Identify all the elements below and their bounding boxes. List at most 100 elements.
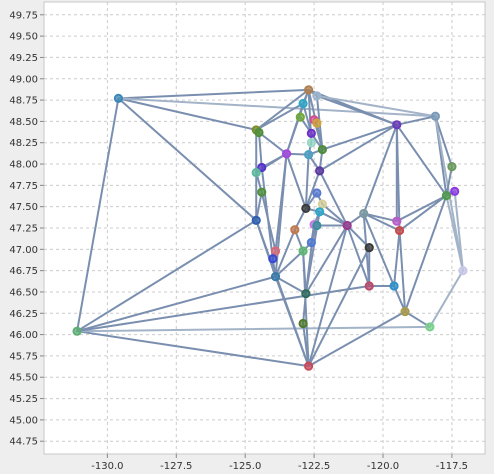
triangulation-edge bbox=[318, 210, 349, 227]
triangulation-edge bbox=[255, 219, 310, 368]
data-points bbox=[72, 85, 468, 371]
triangulation-edge bbox=[404, 194, 448, 313]
triangulation-edge bbox=[398, 229, 407, 313]
triangulation-edge bbox=[304, 153, 310, 210]
triangulation-edge bbox=[445, 165, 453, 197]
scatter-point bbox=[301, 289, 311, 299]
scatter-point bbox=[304, 85, 314, 95]
triangulation-edge bbox=[304, 223, 316, 295]
y-tick-label: 49.25 bbox=[9, 53, 38, 64]
scatter-point bbox=[268, 254, 278, 264]
scatter-point bbox=[281, 149, 292, 159]
y-tick-label: 44.75 bbox=[9, 437, 38, 448]
scatter-point bbox=[317, 144, 327, 155]
triangulation-edge bbox=[321, 203, 349, 227]
triangulation-edge bbox=[304, 224, 349, 295]
scatter-point bbox=[290, 225, 300, 235]
triangulation-edge bbox=[315, 94, 437, 118]
x-tick-label: -122.5 bbox=[298, 461, 330, 472]
triangulation-edge bbox=[318, 169, 349, 227]
y-tick-label: 47.50 bbox=[9, 202, 38, 213]
triangulation-edge bbox=[117, 97, 437, 118]
scatter-point bbox=[312, 118, 322, 128]
scatter-point bbox=[425, 322, 435, 332]
scatter-point bbox=[312, 188, 322, 198]
x-tick-label: -127.5 bbox=[160, 461, 192, 472]
y-axis-tick-labels: 49.75 49.50 49.25 49.00 48.75 48.50 48.25 48.00… bbox=[9, 10, 38, 447]
triangulation-edge bbox=[285, 152, 307, 210]
triangulation-edge bbox=[362, 212, 396, 287]
scatter-point bbox=[298, 246, 308, 256]
scatter-point bbox=[298, 318, 308, 329]
triangulation-edge bbox=[117, 97, 258, 131]
scatter-point bbox=[257, 162, 267, 173]
y-tick-label: 46.00 bbox=[9, 330, 38, 341]
x-tick-label: -125.0 bbox=[229, 461, 261, 472]
triangulation-edge bbox=[117, 97, 258, 222]
triangulation-edge bbox=[321, 123, 398, 151]
triangulation-edge bbox=[260, 166, 274, 260]
triangulation-edge bbox=[346, 224, 371, 287]
scatter-point bbox=[342, 220, 352, 231]
triangulation-edge bbox=[255, 191, 263, 222]
triangulation-edge bbox=[404, 310, 431, 328]
y-tick-label: 48.75 bbox=[9, 96, 38, 107]
scatter-point bbox=[447, 161, 457, 172]
scatter-point bbox=[270, 272, 281, 282]
scatter-point bbox=[364, 281, 374, 291]
triangulation-edge bbox=[362, 212, 401, 232]
x-axis-tick-labels: -130.0 -127.5 -125.0 -122.5 -120.0 -117.5 bbox=[91, 461, 468, 472]
scatter-point bbox=[312, 220, 322, 231]
triangulation-edge bbox=[395, 123, 401, 232]
y-tick-label: 46.50 bbox=[9, 287, 38, 298]
triangulation-edge bbox=[434, 115, 453, 168]
y-tick-label: 45.75 bbox=[9, 351, 38, 362]
scatter-point bbox=[389, 281, 399, 291]
triangulation-edge bbox=[304, 169, 321, 210]
scatter-point bbox=[392, 216, 402, 226]
scatter-point bbox=[315, 207, 325, 217]
y-tick-label: 49.00 bbox=[9, 74, 38, 85]
scatter-point bbox=[312, 91, 322, 101]
scatter-point bbox=[450, 186, 460, 196]
scatter-point bbox=[251, 167, 261, 178]
scatter-point bbox=[270, 246, 281, 256]
triangulation-edge bbox=[76, 330, 310, 368]
scatter-point bbox=[392, 120, 402, 130]
y-tick-label: 49.50 bbox=[9, 32, 38, 43]
scatter-point bbox=[317, 199, 327, 209]
triangulation-edge bbox=[255, 88, 310, 131]
x-tick-label: -117.5 bbox=[436, 461, 468, 472]
triangulation-edge bbox=[398, 194, 448, 232]
triangulation-edge bbox=[76, 284, 371, 333]
triangulation-edge bbox=[274, 228, 296, 278]
scatter-point bbox=[306, 237, 316, 248]
triangulation-edge bbox=[395, 194, 448, 223]
triangulation-edge bbox=[285, 102, 305, 155]
y-tick-label: 48.50 bbox=[9, 117, 38, 128]
scatter-point bbox=[306, 138, 316, 148]
triangulation-edge bbox=[307, 246, 371, 368]
triangulation-edge bbox=[315, 94, 398, 126]
y-tick-label: 47.75 bbox=[9, 181, 38, 192]
triangulation-edge bbox=[428, 269, 464, 328]
triangulation-edge bbox=[76, 219, 258, 333]
triangulation-edge bbox=[362, 123, 398, 215]
triangulation-edge bbox=[393, 284, 407, 313]
scatter-point bbox=[254, 127, 264, 138]
scatter-point bbox=[301, 203, 311, 213]
triangulation-edge bbox=[318, 123, 398, 172]
y-tick-label: 48.25 bbox=[9, 138, 38, 149]
triangulation-edge bbox=[307, 224, 349, 368]
triangulation-edge bbox=[274, 275, 307, 295]
triangulation-edge bbox=[362, 212, 398, 223]
triangulation-edge bbox=[445, 194, 464, 272]
scatter-point bbox=[113, 93, 124, 103]
scatter-point bbox=[304, 150, 314, 160]
triangulation-edge bbox=[257, 131, 288, 155]
scatter-point bbox=[72, 326, 82, 336]
scatter-point bbox=[306, 128, 316, 138]
triangulation-edge bbox=[393, 229, 401, 287]
triangulation-edge bbox=[302, 250, 310, 368]
